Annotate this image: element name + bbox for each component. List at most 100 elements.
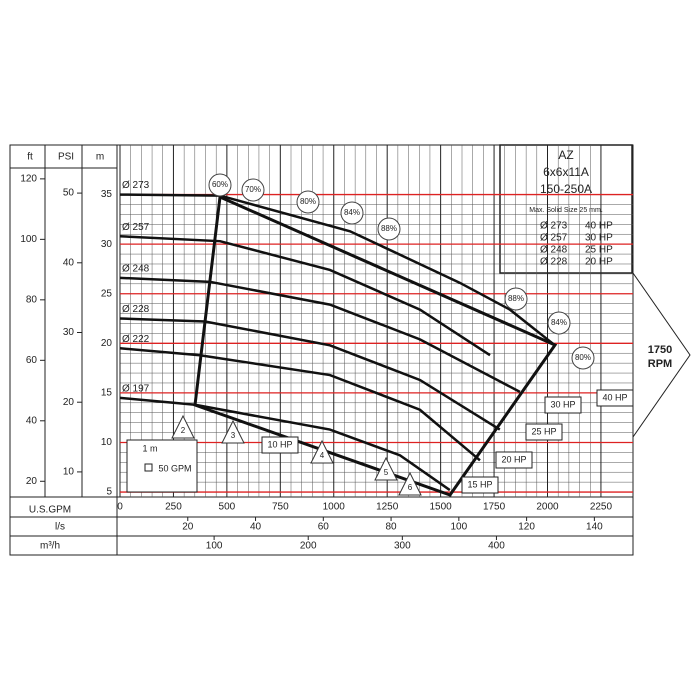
y3-tick-label: 30 bbox=[63, 327, 75, 338]
x3-tick-label: 400 bbox=[488, 541, 505, 552]
power-label: 20 HP bbox=[501, 454, 526, 464]
y2-tick-label: 40 bbox=[26, 415, 38, 426]
efficiency-label: 80% bbox=[575, 353, 591, 362]
speed-arrow: 1750 RPM bbox=[632, 271, 691, 439]
x3-label: m³/h bbox=[40, 541, 60, 552]
x-tick-label: 500 bbox=[219, 502, 236, 513]
npsh-label: 3 bbox=[231, 431, 236, 440]
x-tick-label: 1500 bbox=[430, 502, 453, 513]
head-curve bbox=[119, 276, 521, 394]
x2-tick-label: 140 bbox=[586, 522, 603, 533]
table-diameter: Ø 257 bbox=[540, 233, 568, 244]
power-label: 40 HP bbox=[602, 392, 627, 402]
diameter-label: Ø 248 bbox=[122, 264, 150, 275]
x2-tick-label: 100 bbox=[450, 522, 467, 533]
speed-unit: RPM bbox=[648, 358, 672, 370]
y3-tick-label: 20 bbox=[63, 397, 75, 408]
diameter-label: Ø 257 bbox=[122, 222, 150, 233]
head-curve bbox=[119, 396, 451, 492]
table-power: 30 HP bbox=[585, 233, 613, 244]
y3-tick-label: 50 bbox=[63, 188, 75, 199]
y2-tick-label: 60 bbox=[26, 355, 38, 366]
table-power: 25 HP bbox=[585, 245, 613, 256]
head-curve bbox=[119, 347, 481, 462]
note: Max. Solid Size 25 mm. bbox=[529, 207, 603, 214]
x-tick-label: 1250 bbox=[376, 502, 399, 513]
y3-label: PSI bbox=[58, 152, 74, 163]
x2-tick-label: 20 bbox=[182, 522, 194, 533]
scale-head: 1 m bbox=[142, 443, 157, 453]
y3-tick-label: 40 bbox=[63, 257, 75, 268]
diameter-label: Ø 222 bbox=[122, 334, 150, 345]
efficiency-label: 84% bbox=[344, 208, 360, 217]
y-tick-label: 10 bbox=[101, 437, 113, 448]
x3-tick-label: 200 bbox=[300, 541, 317, 552]
y2-tick-label: 100 bbox=[20, 234, 37, 245]
scale-box bbox=[126, 439, 198, 493]
x-tick-label: 1750 bbox=[483, 502, 506, 513]
x-tick-label: 750 bbox=[272, 502, 289, 513]
efficiency-marker bbox=[208, 173, 232, 197]
speed: 1750 bbox=[648, 344, 672, 356]
model-box: AZ 6x6x11A 150-250A Max. Solid Size 25 m… bbox=[499, 144, 633, 274]
power-label: 30 HP bbox=[550, 399, 575, 409]
x2-tick-label: 60 bbox=[318, 522, 330, 533]
efficiency-marker bbox=[340, 201, 364, 225]
x-tick-label: 1000 bbox=[323, 502, 346, 513]
efficiency-label: 80% bbox=[300, 197, 316, 206]
head-curve bbox=[119, 234, 491, 357]
scale-square bbox=[144, 463, 153, 472]
npsh-marker bbox=[374, 456, 398, 481]
power-box bbox=[596, 389, 634, 407]
head-curve bbox=[119, 317, 501, 431]
y-tick-label: 30 bbox=[101, 239, 113, 250]
table-diameter: Ø 273 bbox=[540, 221, 568, 232]
y-tick-label: 15 bbox=[101, 388, 113, 399]
diameter-label: Ø 197 bbox=[122, 383, 150, 394]
power-box bbox=[261, 436, 299, 454]
y-tick-label: 25 bbox=[101, 288, 113, 299]
y-tick-label: 35 bbox=[101, 189, 113, 200]
efficiency-marker bbox=[504, 287, 528, 311]
power-label: 10 HP bbox=[267, 439, 292, 449]
x2-tick-label: 80 bbox=[386, 522, 398, 533]
npsh-marker bbox=[310, 439, 334, 464]
npsh-label: 5 bbox=[384, 468, 389, 477]
table-power: 40 HP bbox=[585, 221, 613, 232]
npsh-marker bbox=[171, 414, 195, 439]
y2-label: ft bbox=[27, 152, 33, 163]
size: 6x6x11A bbox=[543, 165, 589, 179]
power-box bbox=[495, 451, 533, 469]
table-diameter: Ø 248 bbox=[540, 245, 568, 256]
x3-tick-label: 300 bbox=[394, 541, 411, 552]
envelope bbox=[193, 194, 558, 497]
npsh-label: 6 bbox=[408, 483, 413, 492]
y2-tick-label: 120 bbox=[20, 174, 37, 185]
efficiency-label: 60% bbox=[212, 180, 228, 189]
y-tick-label: 5 bbox=[106, 487, 112, 498]
power-box bbox=[461, 476, 499, 494]
efficiency-marker bbox=[547, 311, 571, 335]
power-box bbox=[525, 423, 563, 441]
npsh-label: 2 bbox=[181, 426, 186, 435]
efficiency-label: 84% bbox=[551, 318, 567, 327]
code: 150-250A bbox=[540, 182, 592, 196]
brand: AZ bbox=[558, 148, 573, 162]
x3-tick-label: 100 bbox=[206, 541, 223, 552]
power-label: 25 HP bbox=[531, 426, 556, 436]
x-tick-label: 2000 bbox=[536, 502, 559, 513]
table-diameter: Ø 228 bbox=[540, 257, 568, 268]
power-box bbox=[544, 396, 582, 414]
efficiency-marker bbox=[241, 178, 265, 202]
x-tick-label: 2250 bbox=[590, 502, 613, 513]
diameter-label: Ø 228 bbox=[122, 304, 150, 315]
x2-label: l/s bbox=[55, 522, 65, 533]
x2-tick-label: 40 bbox=[250, 522, 262, 533]
npsh-label: 4 bbox=[320, 451, 325, 460]
scale-flow: 50 GPM bbox=[158, 463, 191, 473]
frame bbox=[9, 144, 634, 556]
y-label: m bbox=[96, 152, 104, 163]
x2-tick-label: 120 bbox=[518, 522, 535, 533]
power-label: 15 HP bbox=[467, 479, 492, 489]
